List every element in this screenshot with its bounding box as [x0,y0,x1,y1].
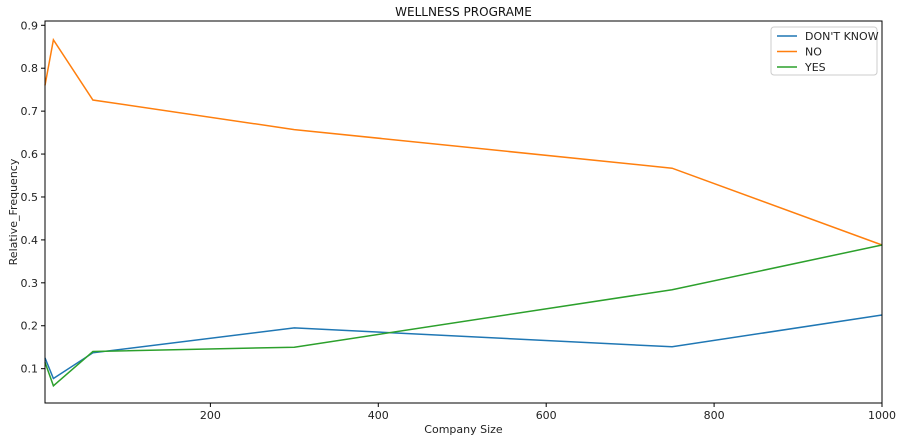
x-tick-label: 600 [536,409,557,422]
x-tick-label: 200 [200,409,221,422]
y-tick-label: 0.3 [21,277,39,290]
legend-box [770,26,878,76]
series-line-yes [44,244,883,388]
series-line-don-t-know [44,314,883,380]
plot-frame [44,20,883,404]
x-axis-title: Company Size [424,423,503,436]
y-tick-label: 0.2 [21,320,39,333]
legend: DON'T KNOW NO YES [770,26,879,76]
legend-label: DON'T KNOW [805,30,879,43]
y-tick-label: 0.7 [21,105,39,118]
series-lines [44,37,883,388]
x-tick-label: 400 [368,409,389,422]
y-axis-title: Relative_Frequency [7,158,20,265]
legend-label: YES [804,61,826,74]
legend-label: NO [805,46,822,59]
y-tick-label: 0.4 [21,234,39,247]
x-tick-label: 800 [704,409,725,422]
y-tick-label: 0.9 [21,19,39,32]
series-line-no [44,37,883,246]
y-tick-label: 0.1 [21,363,39,376]
axis-ticks: 200 400 600 800 1000 0.1 0.2 0.3 0.4 0.5 0.6 0.7 0.8… [21,19,897,422]
y-tick-label: 0.8 [21,62,39,75]
y-tick-label: 0.5 [21,191,39,204]
y-tick-label: 0.6 [21,148,39,161]
chart-title: WELLNESS PROGRAME [395,5,532,19]
x-tick-label: 1000 [868,409,896,422]
